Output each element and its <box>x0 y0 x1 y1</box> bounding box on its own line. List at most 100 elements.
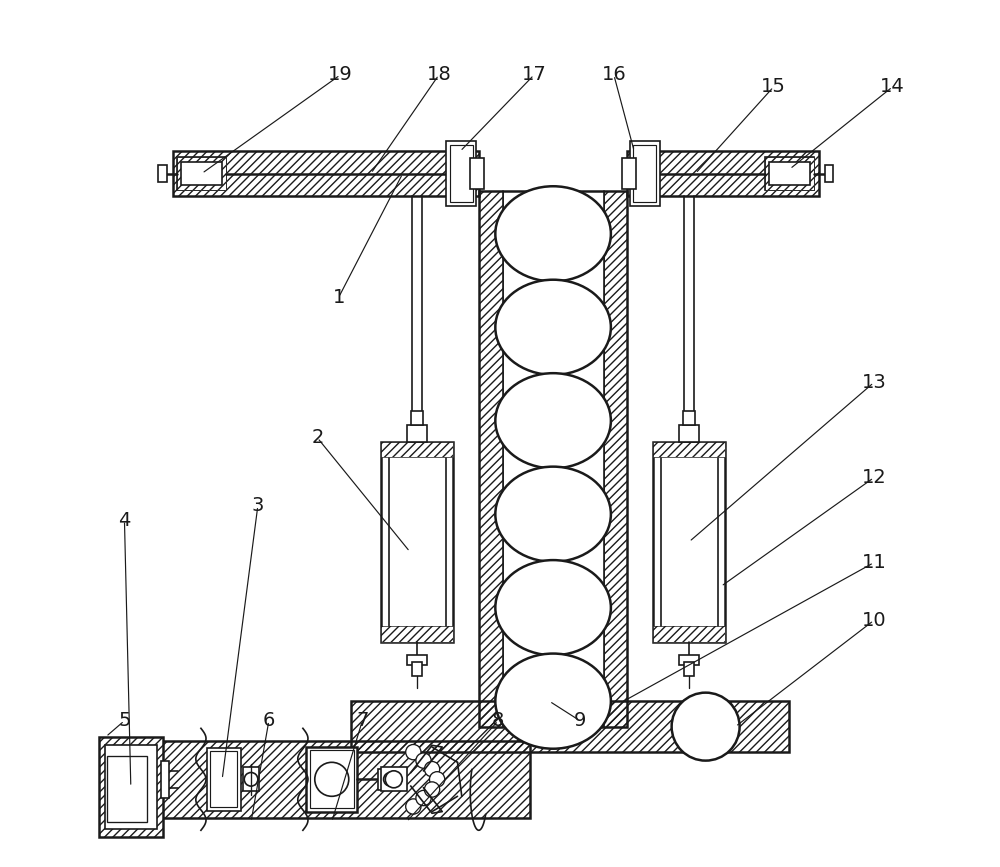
Bar <box>627 152 819 196</box>
Circle shape <box>244 772 258 786</box>
Circle shape <box>424 782 440 797</box>
Bar <box>627 152 819 196</box>
Bar <box>105 746 157 829</box>
Text: 12: 12 <box>861 468 886 487</box>
Bar <box>653 626 725 642</box>
Text: 17: 17 <box>522 65 546 84</box>
Bar <box>351 701 789 752</box>
Circle shape <box>315 762 349 796</box>
Bar <box>381 767 407 792</box>
Bar <box>173 152 479 196</box>
Bar <box>381 626 453 642</box>
Bar <box>161 760 169 798</box>
Bar <box>122 741 530 818</box>
Text: 16: 16 <box>601 65 626 84</box>
Bar <box>765 157 814 190</box>
Circle shape <box>384 772 397 786</box>
Bar <box>765 157 814 190</box>
Bar <box>122 741 530 818</box>
Bar <box>351 701 789 752</box>
Bar <box>653 442 725 457</box>
Bar <box>765 157 814 190</box>
Bar <box>683 412 695 425</box>
Bar <box>306 747 357 812</box>
Bar <box>310 751 354 808</box>
Bar <box>158 165 167 182</box>
Circle shape <box>672 693 740 760</box>
Ellipse shape <box>495 280 611 375</box>
Bar <box>99 737 163 838</box>
Bar <box>604 192 627 727</box>
Ellipse shape <box>495 466 611 562</box>
Bar <box>684 662 694 675</box>
Bar <box>479 192 627 727</box>
Text: 9: 9 <box>574 711 586 730</box>
Text: 11: 11 <box>861 553 886 572</box>
Bar <box>633 145 656 202</box>
Bar <box>99 737 163 838</box>
Bar <box>177 157 226 190</box>
Bar <box>769 161 810 186</box>
Bar <box>661 450 718 634</box>
Text: 13: 13 <box>861 373 886 392</box>
Bar <box>470 158 484 189</box>
Bar <box>389 450 446 634</box>
Text: 19: 19 <box>328 65 353 84</box>
Text: 14: 14 <box>880 77 905 96</box>
Bar <box>446 141 476 205</box>
Bar <box>122 741 530 818</box>
Bar <box>177 157 226 190</box>
Text: 10: 10 <box>862 611 886 630</box>
Bar <box>378 769 402 790</box>
Circle shape <box>416 753 431 768</box>
Bar <box>207 748 241 811</box>
Circle shape <box>406 745 421 759</box>
Bar <box>825 165 833 182</box>
Bar <box>381 442 453 642</box>
Text: 15: 15 <box>761 77 786 96</box>
Text: 5: 5 <box>118 711 131 730</box>
Bar <box>351 701 789 752</box>
Bar <box>381 442 453 457</box>
Bar <box>411 412 423 425</box>
Text: 18: 18 <box>426 65 451 84</box>
Bar <box>381 626 453 642</box>
Bar <box>479 192 503 727</box>
Bar <box>99 737 163 838</box>
Text: 1: 1 <box>332 288 345 307</box>
Text: 4: 4 <box>118 511 131 530</box>
Bar <box>679 425 699 442</box>
Circle shape <box>406 799 421 814</box>
Circle shape <box>385 771 402 788</box>
Bar <box>630 141 660 205</box>
Bar <box>210 752 237 807</box>
Text: 8: 8 <box>492 711 504 730</box>
Bar <box>407 655 427 666</box>
Bar <box>479 192 503 727</box>
Bar <box>653 626 725 642</box>
Text: 2: 2 <box>311 428 324 447</box>
Bar <box>622 158 636 189</box>
Bar <box>381 442 453 457</box>
Circle shape <box>424 761 440 777</box>
Bar <box>243 767 259 792</box>
Bar <box>627 152 819 196</box>
Text: 3: 3 <box>252 496 264 515</box>
Circle shape <box>416 791 431 805</box>
Ellipse shape <box>495 560 611 655</box>
Bar <box>107 755 147 822</box>
Bar <box>181 161 222 186</box>
Bar <box>653 442 725 457</box>
Bar <box>653 442 725 642</box>
Bar <box>450 145 473 202</box>
Bar <box>604 192 627 727</box>
Bar <box>173 152 479 196</box>
Ellipse shape <box>495 186 611 282</box>
Bar <box>407 425 427 442</box>
Ellipse shape <box>495 654 611 749</box>
Bar <box>412 662 422 675</box>
Bar <box>177 157 226 190</box>
Bar <box>679 655 699 666</box>
Bar <box>173 152 479 196</box>
Ellipse shape <box>495 373 611 468</box>
